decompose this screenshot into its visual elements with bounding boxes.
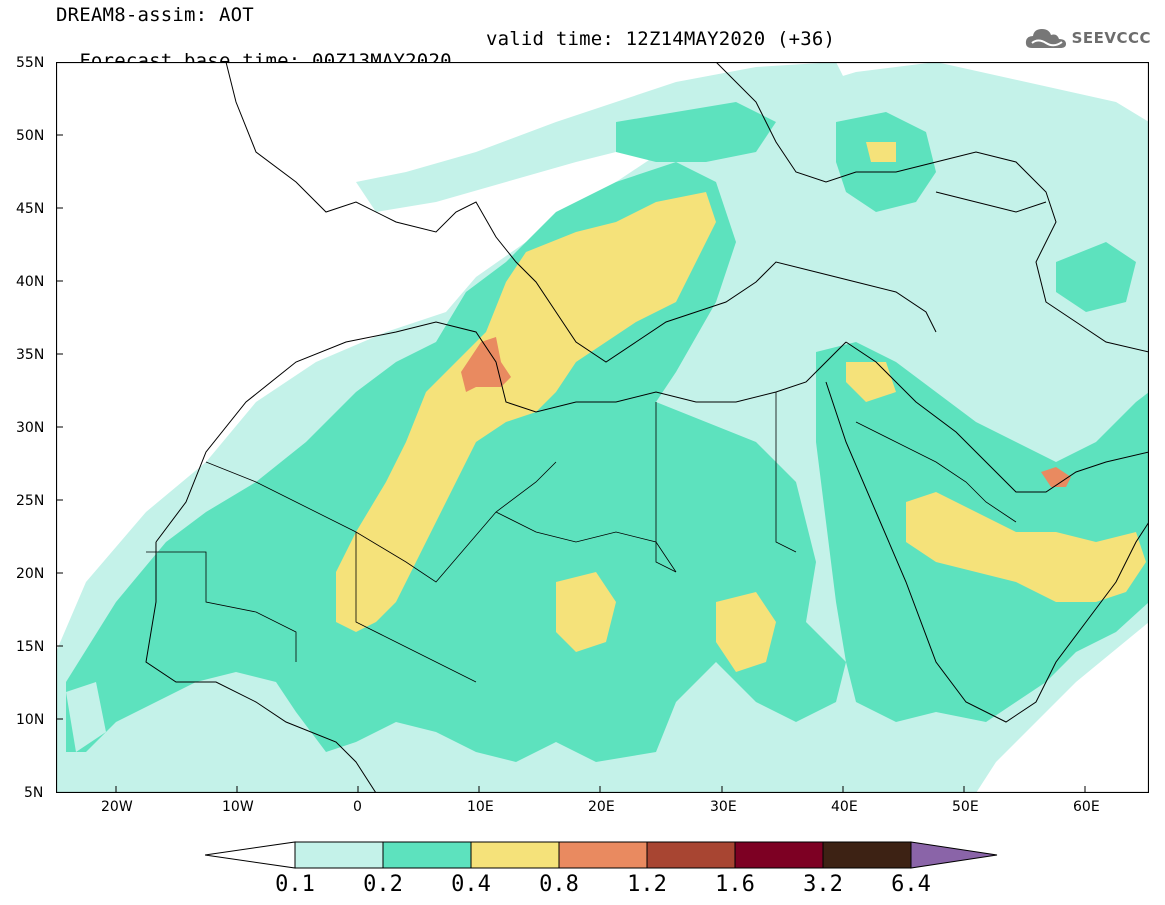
lon-label: 20W [101, 799, 133, 815]
axis-ticks [56, 134, 1086, 793]
cloud-icon [1025, 29, 1066, 48]
country-borders [146, 392, 1017, 683]
aot-layer-high [336, 142, 1146, 672]
colorbar-segment [558, 841, 648, 869]
lon-label: 60E [1073, 799, 1100, 815]
colorbar-segment [734, 841, 824, 869]
map-border [56, 62, 1149, 793]
seevccc-logo: SEEVCCC [1024, 26, 1151, 50]
coastlines [145, 62, 1149, 793]
lat-label: 40N [16, 274, 45, 290]
lon-label: 40E [831, 799, 858, 815]
colorbar-label: 3.2 [803, 872, 843, 897]
lon-label: 0 [353, 799, 362, 815]
lon-label: 50E [952, 799, 979, 815]
colorbar-label: 0.2 [363, 872, 403, 897]
aot-layer-very-high [461, 337, 1071, 487]
colorbar-label: 0.4 [451, 872, 491, 897]
colorbar-segment [646, 841, 736, 869]
valid-time-label: valid time: 12Z14MAY2020 (+36) [486, 28, 836, 50]
colorbar-label: 6.4 [891, 872, 931, 897]
colorbar-label: 1.6 [715, 872, 755, 897]
lon-label: 20E [588, 799, 615, 815]
colorbar-segment [382, 841, 472, 869]
lat-label: 5N [24, 785, 44, 801]
lon-label: 10E [467, 799, 494, 815]
lat-label: 30N [16, 420, 45, 436]
lat-label: 15N [16, 639, 45, 655]
colorbar-high-arrow [910, 841, 998, 869]
colorbar-label: 0.8 [539, 872, 579, 897]
colorbar-segment [294, 841, 384, 869]
colorbar-label: 1.2 [627, 872, 667, 897]
aot-map [56, 62, 1149, 793]
lat-label: 10N [16, 712, 45, 728]
lat-label: 50N [16, 128, 45, 144]
map-title: DREAM8-assim: AOT [56, 4, 254, 26]
colorbar-segment [470, 841, 560, 869]
lat-label: 25N [16, 493, 45, 509]
colorbar-label: 0.1 [275, 872, 315, 897]
lon-label: 30E [710, 799, 737, 815]
lat-label: 20N [16, 566, 45, 582]
lon-label: 10W [222, 799, 254, 815]
colorbar-low-arrow [205, 841, 296, 869]
lat-label: 35N [16, 347, 45, 363]
colorbar [205, 841, 998, 869]
colorbar-segment [822, 841, 912, 869]
lat-label: 45N [16, 201, 45, 217]
logo-text: SEEVCCC [1071, 29, 1151, 47]
lat-label: 55N [16, 55, 45, 71]
